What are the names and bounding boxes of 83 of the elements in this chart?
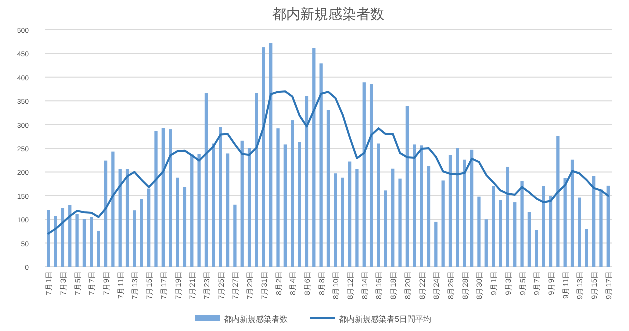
line-series xyxy=(48,90,610,235)
legend-label: 都内新規感染者5日間平均 xyxy=(339,315,432,324)
bar xyxy=(183,187,187,267)
bar xyxy=(298,142,302,267)
bar xyxy=(90,217,94,267)
bar xyxy=(392,168,395,267)
bar xyxy=(506,166,510,267)
bar xyxy=(133,210,136,267)
bar xyxy=(600,190,603,267)
bar xyxy=(434,222,438,267)
bar xyxy=(448,155,452,267)
bar xyxy=(126,169,130,267)
bar xyxy=(68,205,72,267)
bar xyxy=(219,127,222,267)
bar xyxy=(276,128,280,267)
bar xyxy=(262,48,266,267)
bar xyxy=(248,148,252,267)
bar xyxy=(312,48,316,267)
bar xyxy=(341,178,344,267)
bar xyxy=(162,128,166,267)
bar xyxy=(420,146,424,267)
bar xyxy=(398,178,402,267)
bar xyxy=(104,160,108,267)
bar xyxy=(499,200,502,267)
bar xyxy=(284,144,288,267)
bar xyxy=(176,178,180,267)
chart-title: 都内新規感染者数 xyxy=(272,6,384,22)
bar xyxy=(413,144,416,267)
bar xyxy=(492,186,496,267)
bar xyxy=(356,169,359,267)
bar xyxy=(118,169,122,267)
bar xyxy=(140,199,144,267)
bar xyxy=(154,131,158,267)
bar xyxy=(47,210,50,267)
bar xyxy=(535,230,538,267)
bar xyxy=(234,204,237,267)
bar xyxy=(270,43,273,267)
bar xyxy=(320,64,323,267)
bar xyxy=(61,208,65,267)
bar xyxy=(478,196,481,267)
bar xyxy=(470,150,474,267)
bar xyxy=(592,176,596,267)
bar xyxy=(556,136,560,267)
bar xyxy=(334,174,338,267)
bar xyxy=(564,178,567,267)
bar xyxy=(348,162,352,267)
bar xyxy=(549,196,553,267)
bar xyxy=(406,106,410,267)
bar xyxy=(169,130,172,267)
bar xyxy=(198,154,201,267)
bar xyxy=(82,219,86,267)
bar xyxy=(456,148,460,267)
bar xyxy=(305,96,309,267)
legend-label: 都内新規感染者数 xyxy=(224,315,288,324)
bar xyxy=(606,186,610,267)
bar xyxy=(570,160,574,267)
bar xyxy=(326,110,330,267)
bar xyxy=(514,202,517,267)
bar xyxy=(240,140,244,267)
bar xyxy=(427,166,431,267)
bar xyxy=(384,190,388,267)
bar xyxy=(226,154,230,267)
bar xyxy=(76,214,79,267)
bar xyxy=(442,180,445,267)
bar xyxy=(212,144,216,267)
bar xyxy=(377,144,380,267)
bar xyxy=(578,198,582,267)
bar xyxy=(520,181,524,267)
bar xyxy=(362,82,366,267)
bar xyxy=(585,229,588,267)
bar xyxy=(463,160,466,267)
bar xyxy=(542,186,546,267)
bar xyxy=(190,154,194,267)
bar xyxy=(112,152,115,267)
bar xyxy=(291,120,294,267)
bar xyxy=(147,188,151,267)
bar xyxy=(97,230,100,267)
bar xyxy=(255,93,258,267)
bar xyxy=(370,84,374,267)
bar xyxy=(54,216,58,267)
bar xyxy=(528,212,532,267)
bar xyxy=(484,220,488,267)
bar xyxy=(204,94,208,267)
